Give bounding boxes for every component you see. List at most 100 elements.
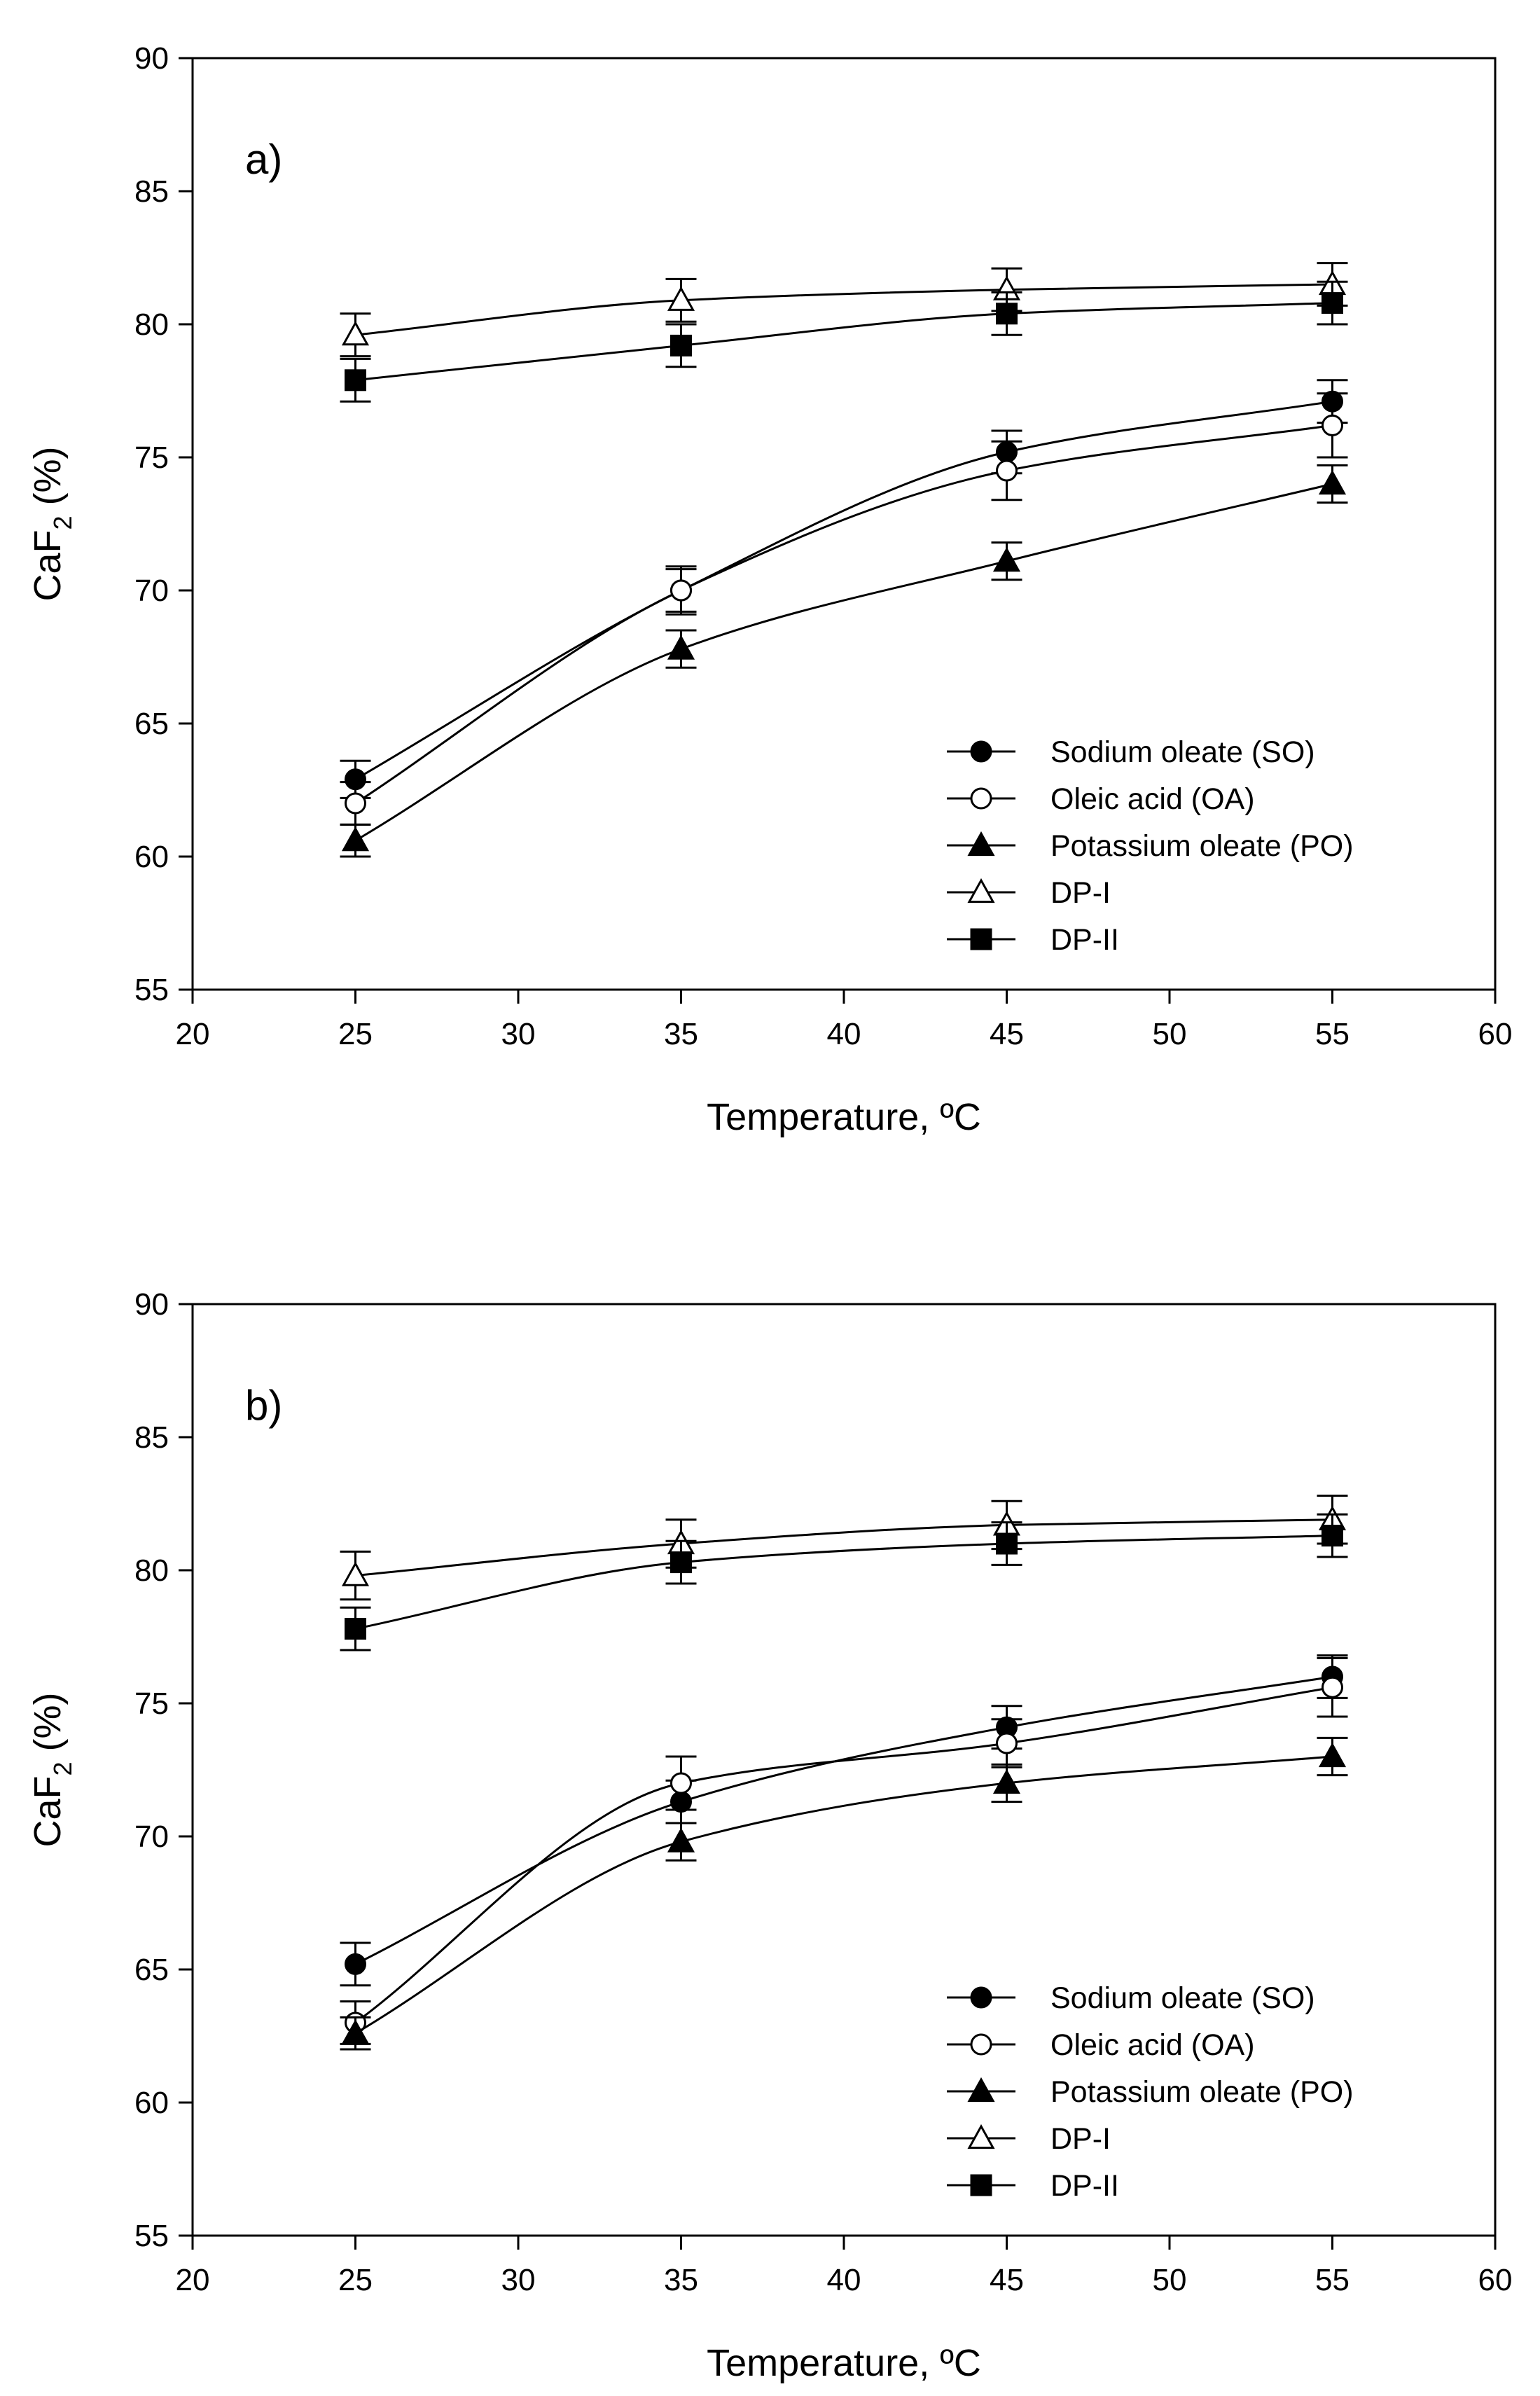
x-tick-label: 55 xyxy=(1315,2263,1350,2297)
x-tick-label: 20 xyxy=(176,1017,210,1051)
panel-b: 20 25 30 35 40 45 50 55 60 55 60 65 70 75 80 85 90 Temper… xyxy=(27,1287,1512,2384)
series-line xyxy=(354,483,1333,842)
legend-entry: Sodium oleate (SO) xyxy=(947,735,1315,769)
data-point xyxy=(345,1618,366,1640)
series-filled-triangle xyxy=(340,1736,1348,2051)
series-open-triangle xyxy=(340,1495,1348,1601)
legend-entry: Potassium oleate (PO) xyxy=(947,829,1354,863)
data-point xyxy=(345,369,366,392)
series-line xyxy=(354,424,1333,805)
legend-marker xyxy=(970,2174,992,2196)
series-filled-square xyxy=(340,280,1348,403)
x-tick-label: 20 xyxy=(176,2263,210,2297)
y-tick-label: 70 xyxy=(134,1820,169,1854)
series-line xyxy=(355,1535,1333,1630)
data-point xyxy=(996,303,1018,325)
legend-label: Potassium oleate (PO) xyxy=(1050,2075,1354,2109)
data-point xyxy=(670,1772,692,1794)
legend-label: Oleic acid (OA) xyxy=(1050,2028,1255,2062)
legend-entry: Sodium oleate (SO) xyxy=(947,1981,1315,2015)
x-tick-label: 45 xyxy=(990,2263,1024,2297)
legend-marker xyxy=(970,740,992,763)
x-tick-label: 40 xyxy=(827,2263,861,2297)
legend-entry: DP-I xyxy=(947,876,1111,910)
y-tick-label: 70 xyxy=(134,574,169,608)
x-tick-label: 35 xyxy=(664,1017,698,1051)
y-tick-label: 75 xyxy=(134,1687,169,1721)
panel-label: b) xyxy=(245,1382,282,1429)
legend-label: DP-II xyxy=(1050,2169,1119,2203)
data-point xyxy=(345,1953,366,1975)
x-tick-label: 40 xyxy=(827,1017,861,1051)
x-tick-label: 50 xyxy=(1153,1017,1187,1051)
legend-label: DP-II xyxy=(1050,923,1119,957)
x-tick-label: 30 xyxy=(501,2263,536,2297)
y-tick-label: 85 xyxy=(134,174,169,209)
y-tick-label: 65 xyxy=(134,1953,169,1987)
series-line xyxy=(354,1755,1333,2035)
x-tick-label: 45 xyxy=(990,1017,1024,1051)
legend-label: Sodium oleate (SO) xyxy=(1050,1981,1315,2015)
data-point xyxy=(670,334,692,356)
data-point xyxy=(670,1551,692,1574)
data-point xyxy=(996,459,1018,482)
series-line xyxy=(354,1675,1333,1965)
data-point xyxy=(670,579,692,602)
legend-marker xyxy=(970,787,992,810)
legend: Sodium oleate (SO) Oleic acid (OA) Potassi… xyxy=(947,1981,1354,2203)
data-point xyxy=(667,1827,695,1853)
legend: Sodium oleate (SO) Oleic acid (OA) Potassi… xyxy=(947,735,1354,957)
data-point xyxy=(992,547,1021,572)
y-tick-label: 75 xyxy=(134,441,169,475)
series-filled-circle xyxy=(340,1654,1348,1987)
y-tick-label: 85 xyxy=(134,1420,169,1455)
y-tick-label: 80 xyxy=(134,307,169,342)
data-point xyxy=(1322,1525,1343,1547)
legend-label: DP-I xyxy=(1050,2122,1111,2156)
data-point xyxy=(992,1768,1021,1794)
panel-a: 20 25 30 35 40 45 50 55 60 55 60 65 70 75 80 85 90 Temper… xyxy=(27,41,1512,1138)
y-tick-label: 55 xyxy=(134,973,169,1007)
series-line xyxy=(354,400,1333,781)
data-point xyxy=(1322,292,1343,314)
data-point xyxy=(345,792,366,815)
panel-label: a) xyxy=(245,136,282,183)
legend-entry: Potassium oleate (PO) xyxy=(947,2075,1354,2109)
x-tick-label: 30 xyxy=(501,1017,536,1051)
series-line xyxy=(355,283,1333,336)
legend-marker xyxy=(967,2077,995,2103)
legend-label: DP-I xyxy=(1050,876,1111,910)
data-point xyxy=(1322,414,1343,436)
x-tick-label: 55 xyxy=(1315,1017,1350,1051)
legend-entry: DP-II xyxy=(947,2169,1119,2203)
legend-marker xyxy=(970,2033,992,2056)
x-tick-label: 25 xyxy=(338,1017,373,1051)
data-point xyxy=(341,2019,370,2044)
x-tick-label: 50 xyxy=(1153,2263,1187,2297)
y-tick-label: 60 xyxy=(134,2086,169,2120)
legend-entry: Oleic acid (OA) xyxy=(947,2028,1255,2062)
data-point xyxy=(341,321,370,346)
legend-marker xyxy=(967,878,995,903)
x-axis-title: Temperature, ºC xyxy=(707,2342,981,2384)
y-tick-label: 90 xyxy=(134,41,169,76)
x-tick-label: 25 xyxy=(338,2263,373,2297)
data-point xyxy=(341,1561,370,1586)
y-tick-label: 80 xyxy=(134,1553,169,1588)
series-line xyxy=(355,1518,1333,1577)
legend-entry: DP-II xyxy=(947,923,1119,957)
legend-marker xyxy=(970,1986,992,2009)
y-axis-title: CaF2 (%) xyxy=(27,1692,77,1847)
x-tick-label: 35 xyxy=(664,2263,698,2297)
data-point xyxy=(667,286,695,311)
series-filled-triangle xyxy=(340,464,1348,858)
legend-marker xyxy=(970,928,992,950)
data-point xyxy=(1318,469,1347,495)
x-tick-label: 60 xyxy=(1478,1017,1513,1051)
data-point xyxy=(1318,1742,1347,1768)
series-open-circle xyxy=(340,1656,1348,2045)
y-tick-label: 55 xyxy=(134,2219,169,2253)
legend-label: Potassium oleate (PO) xyxy=(1050,829,1354,863)
data-point xyxy=(341,826,370,852)
